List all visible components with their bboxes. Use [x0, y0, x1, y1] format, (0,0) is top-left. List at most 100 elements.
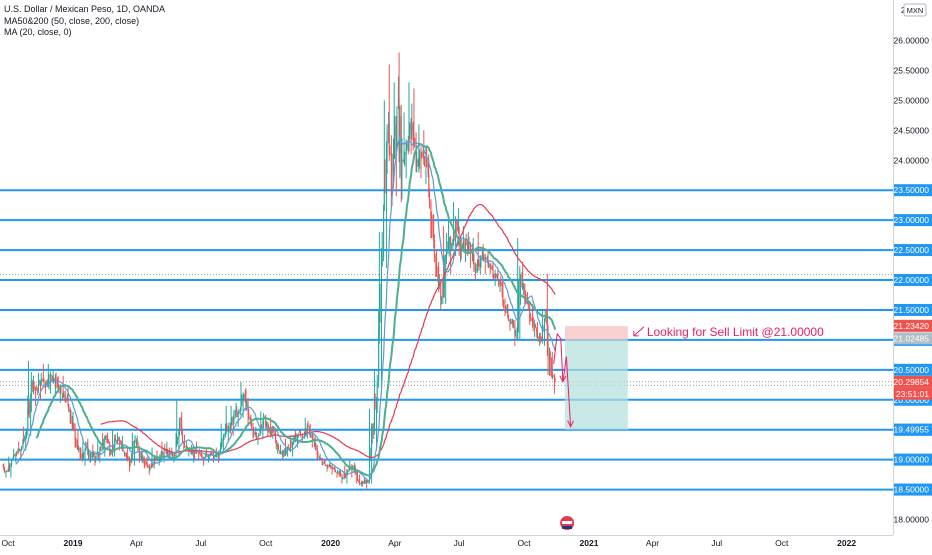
candle-body — [77, 447, 79, 450]
candle-body — [458, 226, 460, 247]
candle-body — [184, 441, 186, 448]
candle-body — [6, 470, 8, 472]
candle-body — [162, 453, 164, 456]
candle-body — [399, 116, 401, 154]
candle-body — [344, 475, 346, 478]
ma50-line[interactable] — [35, 142, 557, 477]
candle-body — [247, 402, 249, 414]
candle-body — [215, 453, 217, 456]
stop-loss-zone[interactable] — [565, 326, 628, 340]
candle-body — [165, 450, 167, 454]
candle-body — [305, 429, 307, 434]
candle-body — [75, 438, 77, 442]
candle-body — [23, 437, 25, 441]
candle-body — [428, 191, 430, 202]
candle-body — [366, 480, 368, 483]
candle-body — [424, 161, 426, 164]
candle-body — [373, 394, 375, 427]
candle-body — [364, 480, 366, 484]
currency-badge[interactable] — [903, 3, 927, 17]
candle-body — [154, 458, 156, 460]
candle-body — [348, 468, 350, 472]
projection-line[interactable] — [553, 332, 572, 427]
candle-body — [306, 424, 308, 434]
candle-body — [379, 289, 381, 321]
candle-body — [109, 450, 111, 452]
candle-body — [233, 414, 235, 421]
annotation-arrow-icon — [633, 326, 645, 337]
candle-body — [213, 456, 215, 458]
symbol-title[interactable]: U.S. Dollar / Mexican Peso, 1D, OANDA — [4, 4, 166, 14]
candle-body — [198, 451, 200, 454]
candle-body — [335, 471, 337, 473]
candle-body — [210, 453, 212, 455]
candle-body — [414, 138, 416, 143]
candle-body — [117, 438, 119, 441]
projection-arrow-icon — [567, 420, 575, 428]
annotation-text[interactable]: Looking for Sell Limit @21.00000 — [647, 325, 824, 339]
candle-body — [384, 186, 386, 194]
indicator-ma20[interactable]: MA (20, close, 0) — [4, 27, 72, 37]
candle-body — [319, 457, 321, 459]
candle-body — [324, 463, 326, 466]
candle-body — [35, 387, 37, 390]
ma20-line[interactable] — [15, 135, 556, 482]
candle-body — [498, 281, 500, 285]
candle-body — [496, 274, 498, 278]
price-tick-label: 25.50000 — [894, 65, 930, 75]
candle-body — [494, 273, 496, 278]
indicator-ma50-200[interactable]: MA50&200 (50, close, 200, close) — [4, 15, 140, 26]
time-tick-label: Jul — [195, 538, 206, 548]
candle-body — [485, 258, 487, 260]
candle-body — [537, 336, 539, 339]
candle-body — [425, 154, 427, 164]
candle-body — [284, 449, 286, 454]
candle-body — [495, 273, 497, 278]
candle-body — [376, 381, 378, 400]
price-tick-label: 26.00000 — [894, 36, 930, 46]
candle-body — [37, 390, 39, 392]
candle-body — [131, 458, 133, 463]
candle-body — [542, 327, 544, 329]
candle-body — [49, 374, 51, 376]
candle-body — [373, 423, 375, 427]
candle-body — [396, 106, 398, 135]
candle-body — [33, 385, 35, 388]
candle-body — [433, 235, 435, 239]
candle-body — [38, 380, 40, 385]
candle-body — [5, 470, 7, 472]
candle-body — [309, 432, 311, 435]
take-profit-zone[interactable] — [565, 339, 628, 430]
candle-body — [476, 261, 478, 269]
candle-body — [383, 186, 385, 211]
candle-body — [152, 463, 154, 465]
ma200-line[interactable] — [100, 204, 556, 458]
candles — [2, 52, 556, 489]
time-tick-label: Apr — [388, 538, 401, 548]
candle-body — [508, 316, 510, 321]
candle-body — [221, 440, 223, 443]
candle-body — [143, 457, 145, 462]
candle-body — [475, 268, 477, 272]
candle-body — [374, 394, 376, 408]
candle-body — [254, 432, 256, 435]
candle-body — [201, 456, 203, 458]
candle-body — [226, 427, 228, 430]
candle-body — [2, 465, 4, 467]
candle-body — [70, 410, 72, 421]
candle-body — [161, 452, 163, 454]
candle-body — [185, 447, 187, 449]
candle-body — [547, 342, 549, 360]
candle-body — [257, 436, 259, 438]
candle-body — [253, 430, 255, 433]
candle-body — [517, 286, 519, 321]
candle-body — [501, 285, 503, 292]
candle-body — [326, 465, 328, 467]
candle-body — [277, 444, 279, 451]
candle-body — [418, 159, 420, 166]
candle-body — [421, 152, 423, 155]
candle-body — [203, 457, 205, 459]
candle-body — [415, 142, 417, 164]
